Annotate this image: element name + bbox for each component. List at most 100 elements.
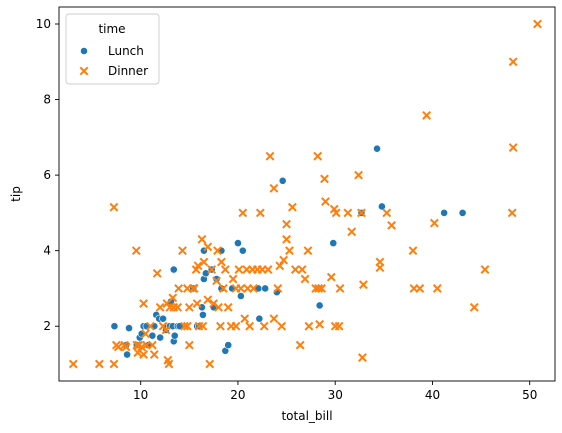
point-dinner: [295, 340, 305, 350]
point-dinner: [277, 321, 287, 331]
point-dinner: [182, 284, 192, 293]
point-dinner: [139, 350, 149, 359]
point-dinner: [189, 284, 199, 293]
point-dinner: [184, 340, 194, 350]
point-dinner: [255, 208, 265, 218]
point-dinner: [533, 19, 542, 29]
point-dinner: [321, 197, 330, 206]
point-lunch: [238, 246, 247, 255]
point-lunch: [201, 269, 210, 278]
point-dinner: [220, 265, 230, 274]
x-axis-label: total_bill: [281, 409, 332, 423]
point-dinner: [152, 268, 162, 278]
point-dinner: [282, 234, 291, 244]
point-dinner: [335, 284, 345, 293]
point-dinner: [331, 208, 341, 218]
point-lunch: [148, 331, 157, 340]
point-dinner: [249, 284, 258, 293]
point-dinner: [300, 274, 310, 284]
point-dinner: [257, 265, 267, 274]
point-dinner: [275, 261, 285, 271]
point-dinner: [174, 284, 184, 293]
y-tick-label: 10: [36, 17, 51, 31]
point-lunch: [278, 176, 287, 185]
point-dinner: [109, 202, 119, 212]
y-tick-label: 6: [43, 168, 51, 182]
point-dinner: [480, 265, 490, 274]
point-dinner: [113, 342, 123, 352]
point-lunch: [217, 284, 226, 293]
point-dinner: [212, 276, 221, 286]
legend-label-lunch: Lunch: [108, 44, 144, 58]
point-lunch: [110, 322, 119, 331]
y-axis-label: tip: [9, 186, 23, 202]
point-dinner: [320, 174, 329, 184]
point-dinner: [422, 111, 432, 120]
point-dinner: [139, 299, 149, 308]
point-dinner: [285, 246, 294, 256]
point-dinner: [199, 257, 209, 267]
point-dinner: [343, 208, 353, 218]
point-dinner: [149, 350, 159, 359]
point-dinner: [507, 208, 517, 218]
point-dinner: [415, 284, 425, 293]
point-lunch: [123, 350, 131, 359]
point-lunch: [224, 341, 233, 350]
point-dinner: [173, 302, 183, 312]
point-dinner: [141, 329, 150, 339]
point-dinner: [146, 321, 155, 331]
x-tick-label: 50: [522, 388, 537, 402]
point-dinner: [315, 319, 325, 329]
point-dinner: [164, 359, 174, 369]
point-dinner: [133, 348, 143, 358]
y-tick-label: 2: [43, 319, 51, 333]
point-dinner: [429, 218, 439, 228]
point-dinner: [303, 246, 313, 256]
point-dinner: [279, 255, 289, 265]
point-dinner: [317, 284, 327, 293]
point-dinner: [408, 246, 418, 256]
point-dinner: [131, 246, 141, 256]
point-dinner: [263, 265, 273, 274]
point-lunch: [159, 314, 167, 323]
point-dinner: [242, 265, 252, 274]
legend-marker-lunch: [80, 47, 88, 55]
point-dinner: [329, 204, 339, 214]
point-dinner: [197, 234, 207, 244]
point-dinner: [109, 359, 119, 369]
point-dinner: [382, 208, 392, 218]
point-lunch: [125, 324, 133, 333]
x-tick-label: 30: [328, 388, 343, 402]
point-dinner: [228, 274, 238, 284]
x-tick-label: 10: [133, 388, 148, 402]
legend-box: [65, 13, 160, 85]
point-dinner: [375, 263, 385, 273]
point-lunch: [255, 314, 264, 323]
point-dinner: [94, 359, 104, 369]
point-dinner: [234, 265, 244, 274]
point-dinner: [269, 183, 279, 193]
point-dinner: [304, 321, 314, 331]
point-dinner: [243, 284, 253, 293]
point-lunch: [234, 239, 242, 248]
point-dinner: [217, 257, 226, 267]
legend-title: time: [98, 22, 125, 36]
point-dinner: [193, 261, 203, 271]
legend: time Lunch Dinner: [65, 13, 160, 85]
point-dinner: [203, 242, 213, 252]
point-lunch: [212, 275, 221, 283]
point-dinner: [245, 321, 255, 331]
y-axis-ticks: 2 4 6 8 10: [36, 17, 59, 333]
point-dinner: [155, 302, 165, 312]
point-dinner: [358, 280, 368, 290]
point-dinner: [375, 257, 385, 267]
point-dinner: [326, 272, 336, 282]
point-dinner: [178, 246, 187, 256]
point-dinner: [387, 220, 397, 230]
x-axis-ticks: 10 20 30 40 50: [133, 381, 537, 402]
point-dinner: [508, 143, 518, 152]
point-lunch: [122, 341, 131, 350]
point-dinner: [347, 227, 357, 237]
point-dinner: [297, 265, 307, 274]
point-dinner: [205, 359, 215, 369]
